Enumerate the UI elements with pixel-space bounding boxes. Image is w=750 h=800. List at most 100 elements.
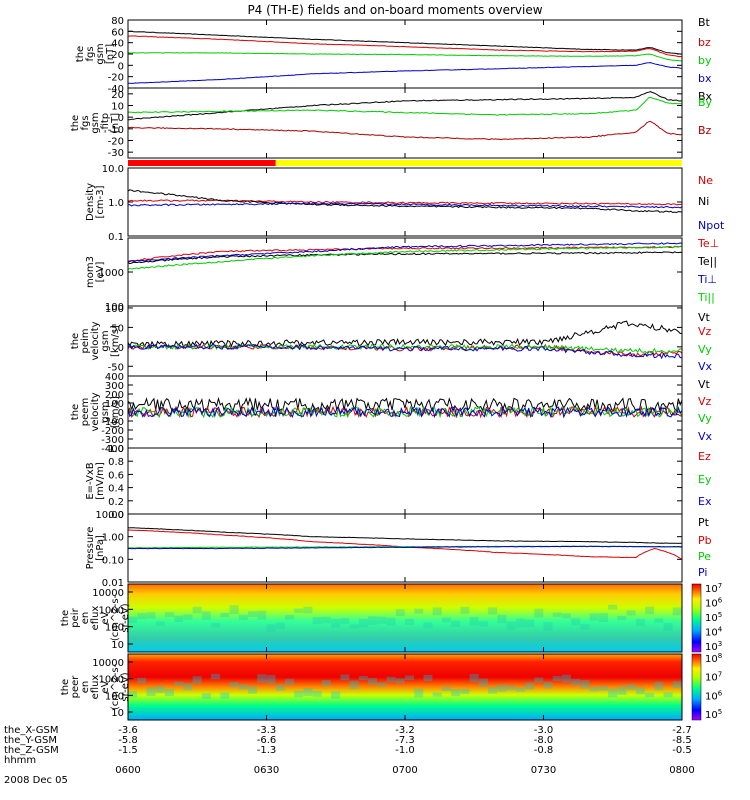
panel-frame [127,167,683,237]
x-tick-label: 0600 [115,765,140,776]
spectrogram-texture [284,678,294,686]
spectrogram-texture [451,620,461,627]
y-tick-label: -50 [108,362,124,373]
spectrogram-texture [635,618,645,627]
spectrogram-texture [229,681,239,688]
spectrogram-fill [128,584,682,652]
spectrogram-texture [340,674,350,681]
ephemeris-value: -0.5 [672,745,692,756]
spectrogram-texture [238,614,248,621]
spectrogram-texture [321,679,331,687]
legend-label: Vx [698,360,713,373]
spectrogram-texture [174,681,184,686]
spectrogram-texture [377,682,387,687]
spectrogram-texture [238,684,248,690]
spectrogram-texture [386,676,396,683]
y-tick-label: 0.0 [108,510,124,521]
y-tick-label: 100 [105,691,124,702]
spectrogram-texture [543,681,553,689]
series-line-bz [128,35,683,58]
spectrogram-texture [654,618,664,623]
spectrogram-texture [478,621,488,627]
spectrogram-texture [525,682,535,690]
spectrogram-texture [543,622,553,631]
y-tick-label: 1000 [99,675,124,686]
ephemeris-row-label: the_X-GSM [4,725,58,736]
spectrogram-texture [645,606,655,615]
spectrogram-texture [672,607,682,616]
y-tick-label: 10000 [92,588,124,599]
spectrogram-texture [321,616,331,624]
spectrogram-texture [266,624,276,632]
y-tick-label: 0.8 [108,457,124,468]
spectrogram-texture [368,678,378,685]
spectrogram-texture [497,614,507,624]
y-tick-label: 0.2 [108,497,124,508]
legend-label: bx [698,72,712,85]
spectrogram-texture [460,606,470,614]
y-tick-label: -20 [108,137,124,148]
panels-group: 806040200-20-40Btbzbybxthefgsgsm[nT]2010… [60,16,725,721]
spectrogram-texture [552,675,562,681]
series-line-Bx [127,91,683,121]
spectrogram-texture [423,674,433,682]
y-tick-label: 10 [111,102,124,113]
legend-label: Bt [698,16,711,29]
ephemeris-value: -1.5 [118,745,138,756]
y-tick-label: 10.0 [102,164,124,175]
y-tick-label: 10000 [92,658,124,669]
spectrogram-texture [248,686,258,694]
series-line-Ne [127,199,683,206]
y-tick-label: 0 [118,113,124,124]
spectrogram-texture [571,679,581,686]
y-tick-label: 0 [118,343,124,354]
spectrogram-texture [488,607,498,615]
ephemeris-value: -6.6 [257,735,277,746]
spectrogram-texture [589,686,599,692]
series-line-Vt [127,396,683,413]
series-line-By [128,96,683,116]
spectrogram-texture [395,609,405,617]
y-tick-label: 100 [105,302,124,313]
y-tick-label: 20 [111,90,124,101]
ephemeris-row-label: the_Z-GSM [4,745,59,756]
spectrogram-texture [571,618,581,626]
panel-2 [128,160,682,166]
ephemeris-value: -7.3 [395,735,415,746]
series-line-Bz [127,120,683,141]
spectrogram-texture [405,619,414,625]
series-line-Ni [127,189,683,214]
series-line-Vx [127,343,683,360]
spectrogram-texture [608,688,618,698]
ephemeris-row-label: the_Y-GSM [4,735,57,746]
y-axis-label: thefgsgsm[nT] [75,43,116,64]
spectrogram-texture [340,618,350,624]
y-tick-label: -30 [108,148,124,159]
ephemeris-value: -0.8 [534,745,554,756]
y-tick-label: 80 [111,16,124,27]
series-line-Te⊥ [127,245,683,262]
hhmm-label: hhmm [4,755,36,766]
y-tick-label: 10 [111,708,124,719]
ephemeris-value: -2.7 [672,725,692,736]
colorbar-tick-label: 105 [705,708,722,721]
legend-label: Ne [698,174,713,187]
colorbar-tick-label: 107 [705,671,722,684]
spectrogram-texture [654,681,664,691]
legend-label: Vt [698,378,711,391]
ephemeris-value: -3.0 [534,725,554,736]
x-tick-label: 0800 [669,765,694,776]
legend-label: Ti⊥ [697,273,717,286]
ephemeris-table: the_X-GSM -3.6 -3.3 -3.2 -3.0 -2.7 the_Y-GSM -5… [4,725,695,786]
series-line-by [127,52,682,62]
y-axis-label: thepeerenefluxeV(cm^2-s-sr-eV) [60,663,131,710]
legend-label: Vy [698,412,712,425]
spectrogram-texture [303,688,313,697]
x-tick-label: 0730 [531,765,556,776]
spectrogram-texture [441,617,451,623]
panel-frame [127,447,683,515]
y-tick-label: 0 [118,408,124,419]
